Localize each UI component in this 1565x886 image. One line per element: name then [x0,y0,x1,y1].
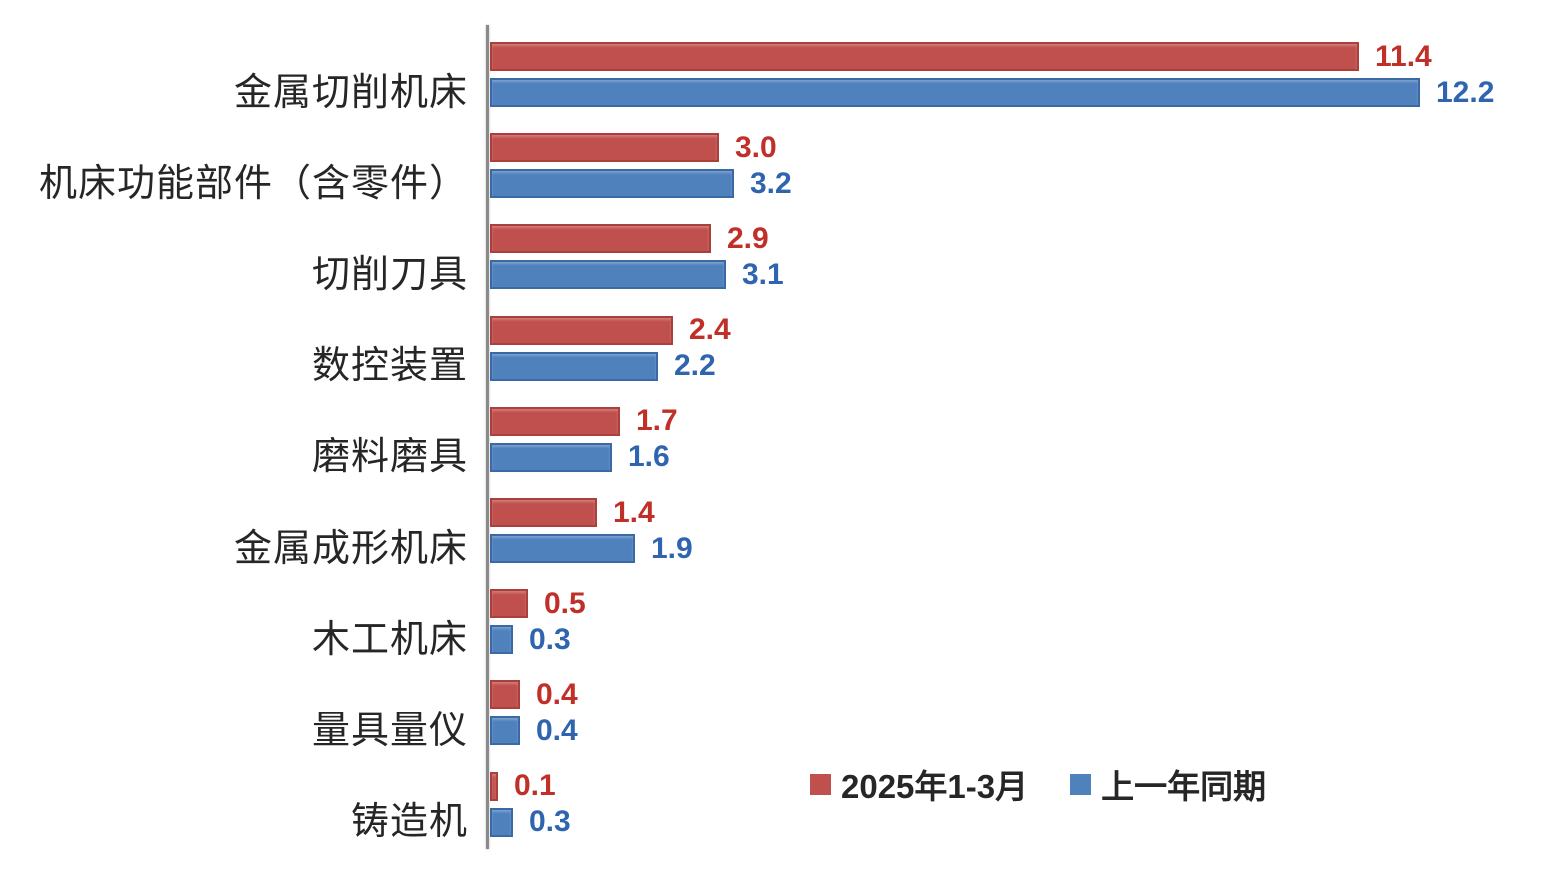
value-label-series-0-cat-2: 2.9 [727,221,769,255]
value-label-series-0-cat-7: 0.4 [536,677,578,711]
bar-series-1-cat-8 [490,807,513,837]
legend-item-current: 2025年1-3月 [810,760,1028,808]
bar-series-1-cat-5 [490,534,635,563]
category-label: 数控装置 [311,345,468,388]
category-label: 磨料磨具 [311,436,468,479]
legend-label-current: 2025年1-3月 [841,768,1029,805]
bar-series-0-cat-1 [490,133,719,163]
value-label-series-1-cat-7: 0.4 [536,713,578,747]
value-label-series-1-cat-5: 1.9 [651,531,693,565]
value-label-series-0-cat-3: 2.4 [689,313,731,347]
value-label-series-1-cat-2: 3.1 [742,257,784,291]
value-label-series-1-cat-6: 0.3 [529,622,571,656]
value-label-series-0-cat-0: 11.4 [1375,39,1432,73]
bar-series-1-cat-3 [490,351,658,381]
bar-series-1-cat-6 [490,625,513,655]
value-label-series-1-cat-4: 1.6 [628,440,670,474]
y-axis-line [486,25,489,849]
value-label-series-0-cat-4: 1.7 [636,404,678,438]
bar-series-1-cat-1 [490,169,734,199]
value-label-series-1-cat-8: 0.3 [529,805,571,839]
category-label: 机床功能部件（含零件） [38,162,468,205]
category-label: 铸造机 [350,801,468,844]
category-label: 木工机床 [311,618,468,661]
value-label-series-0-cat-6: 0.5 [544,586,586,620]
category-label: 金属切削机床 [233,71,468,114]
legend-swatch-previous-period-icon [1070,773,1092,795]
legend-item-previous: 上一年同期 [1070,760,1266,808]
bar-series-0-cat-3 [490,315,673,345]
category-label: 金属成形机床 [233,527,468,570]
value-label-series-0-cat-1: 3.0 [735,130,777,164]
bar-series-1-cat-7 [490,716,520,746]
value-label-series-0-cat-8: 0.1 [514,769,556,803]
bar-series-0-cat-8 [490,771,498,801]
bar-series-0-cat-4 [490,406,620,436]
value-label-series-1-cat-0: 12.2 [1436,75,1495,109]
bar-series-0-cat-2 [490,224,711,254]
value-label-series-1-cat-3: 2.2 [674,349,716,383]
value-label-series-1-cat-1: 3.2 [750,166,792,200]
category-label: 量具量仪 [311,709,468,752]
legend-label-previous: 上一年同期 [1101,768,1267,805]
bar-series-1-cat-0 [490,78,1420,107]
bar-series-0-cat-0 [490,42,1359,71]
legend-swatch-current-period-icon [810,773,831,795]
bar-series-0-cat-6 [490,589,528,619]
bar-series-0-cat-7 [490,680,520,710]
legend: 2025年1-3月 上一年同期 [810,760,1266,808]
bar-series-1-cat-4 [490,442,612,472]
value-label-series-0-cat-5: 1.4 [613,495,655,529]
bar-series-1-cat-2 [490,260,726,290]
bar-series-0-cat-5 [490,498,597,527]
category-label: 切削刀具 [311,253,468,296]
